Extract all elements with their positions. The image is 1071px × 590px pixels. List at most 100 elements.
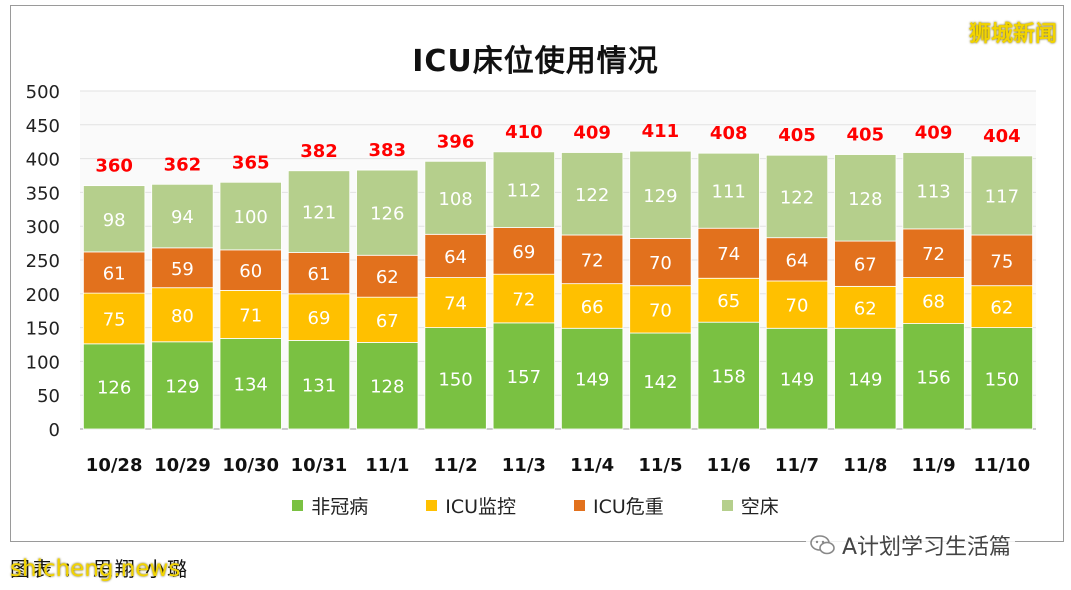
- data-label: 142: [643, 372, 677, 393]
- legend-swatch: [426, 500, 438, 511]
- y-tick-label: 400: [26, 150, 60, 171]
- data-label: 67: [854, 255, 877, 276]
- bar-segment: [629, 332, 692, 430]
- bar-segment: [902, 228, 965, 278]
- bar-segment: [834, 240, 897, 287]
- data-label: 75: [990, 251, 1013, 272]
- y-tick-label: 450: [26, 116, 60, 137]
- data-label: 72: [922, 244, 945, 265]
- data-label: 59: [171, 259, 194, 280]
- bar-segment: [219, 338, 282, 430]
- data-label: 60: [239, 261, 262, 282]
- x-tick-label: 11/7: [775, 455, 819, 476]
- data-label: 149: [848, 370, 882, 391]
- y-tick-label: 50: [37, 386, 60, 407]
- y-tick-label: 500: [26, 82, 60, 103]
- bar-segment: [287, 340, 351, 430]
- total-label: 411: [642, 121, 680, 142]
- chart-legend: 非冠病 ICU监控 ICU危重 空床: [0, 492, 1071, 519]
- data-label: 128: [848, 189, 882, 210]
- x-tick-label: 10/31: [291, 455, 348, 476]
- chart-title: ICU床位使用情况: [412, 44, 659, 79]
- y-tick-label: 150: [26, 319, 60, 340]
- data-label: 64: [444, 247, 467, 268]
- data-label: 156: [916, 367, 950, 388]
- data-label: 117: [985, 186, 1019, 207]
- total-label: 410: [505, 122, 543, 143]
- data-label: 134: [234, 375, 268, 396]
- total-label: 362: [164, 154, 202, 175]
- x-tick-label: 11/8: [843, 455, 887, 476]
- data-label: 72: [581, 250, 604, 271]
- chart-caption: 图表 ： 思翔·小璐: [10, 557, 190, 581]
- total-label: 365: [232, 152, 270, 173]
- data-label: 129: [643, 186, 677, 207]
- bar-segment: [834, 154, 897, 242]
- legend-swatch: [574, 500, 585, 511]
- x-tick-label: 11/6: [707, 455, 751, 476]
- bar-segment: [902, 323, 965, 430]
- total-label: 383: [368, 140, 406, 161]
- bar-segment: [561, 234, 624, 285]
- bar-segment: [83, 292, 146, 345]
- data-label: 149: [575, 370, 609, 391]
- data-label: 74: [717, 244, 740, 265]
- legend-label: 非冠病: [311, 496, 369, 518]
- bar-segment: [697, 152, 760, 229]
- bar-segment: [834, 327, 897, 430]
- data-label: 150: [985, 369, 1019, 390]
- data-label: 113: [916, 182, 950, 203]
- bar-segment: [970, 327, 1033, 430]
- data-label: 129: [165, 376, 199, 397]
- data-label: 111: [712, 182, 746, 203]
- bar-segment: [492, 227, 555, 275]
- data-label: 62: [990, 298, 1013, 319]
- bar-segment: [970, 285, 1033, 328]
- data-label: 108: [438, 189, 472, 210]
- bar-segment: [970, 234, 1033, 287]
- data-label: 70: [649, 253, 672, 274]
- bar-segment: [902, 277, 965, 324]
- data-label: 150: [438, 369, 472, 390]
- x-tick-label: 11/2: [433, 455, 477, 476]
- legend-item: 非冠病: [292, 492, 368, 519]
- legend-label: ICU监控: [445, 496, 516, 518]
- data-label: 69: [308, 308, 331, 329]
- data-label: 64: [786, 250, 809, 271]
- bar-segment: [492, 151, 555, 228]
- wechat-account-label: A计划学习生活篇: [842, 535, 1012, 560]
- data-label: 71: [239, 305, 262, 326]
- bar-segment: [151, 341, 214, 430]
- bar-segment: [219, 290, 282, 339]
- data-label: 69: [512, 242, 535, 263]
- total-label: 360: [95, 156, 133, 177]
- watermark: shicheng.news: [10, 556, 181, 582]
- legend-swatch: [292, 500, 304, 511]
- data-label: 122: [575, 185, 609, 206]
- data-label: 65: [717, 291, 740, 312]
- wechat-account-badge: A计划学习生活篇: [806, 529, 1016, 561]
- total-label: 404: [983, 126, 1021, 147]
- bar-segment: [287, 170, 351, 253]
- bar-segment: [83, 185, 146, 253]
- legend-item: 空床: [721, 492, 779, 519]
- data-label: 98: [103, 210, 126, 231]
- total-label: 396: [437, 131, 475, 152]
- data-label: 67: [376, 311, 399, 332]
- data-label: 72: [512, 290, 535, 311]
- x-tick-label: 10/30: [222, 455, 279, 476]
- y-tick-label: 300: [26, 217, 60, 238]
- bar-segment: [424, 327, 487, 430]
- data-label: 112: [507, 181, 541, 202]
- bar-segment: [697, 277, 760, 323]
- legend-item: ICU监控: [426, 492, 516, 519]
- bar-segment: [765, 154, 829, 239]
- data-label: 126: [370, 204, 404, 225]
- x-tick-label: 11/5: [638, 455, 682, 476]
- bar-segment: [492, 273, 555, 324]
- total-label: 408: [710, 123, 748, 144]
- y-tick-label: 250: [26, 251, 60, 272]
- data-label: 61: [308, 264, 331, 285]
- bar-segment: [902, 152, 965, 230]
